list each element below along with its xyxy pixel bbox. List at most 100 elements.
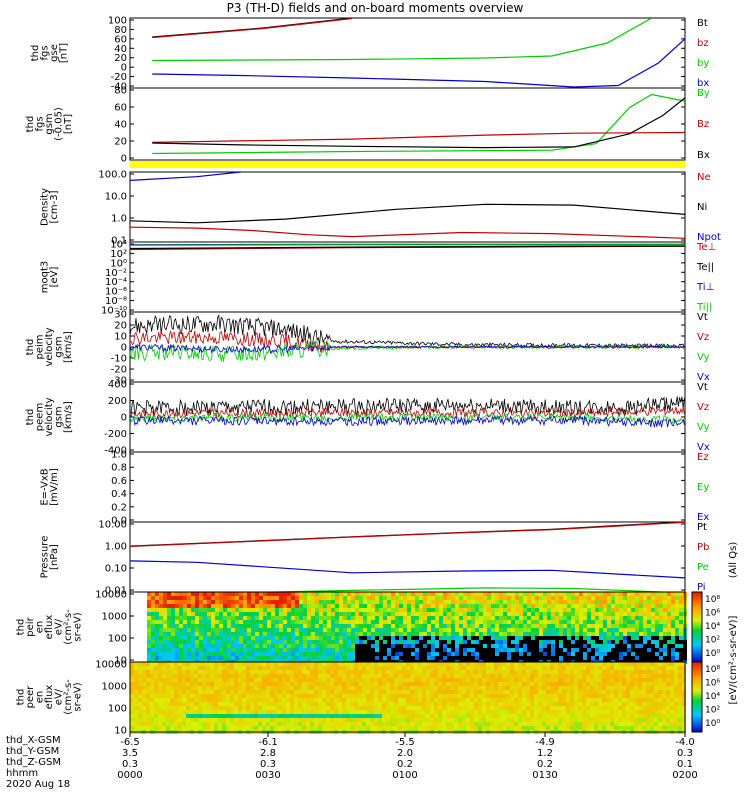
heatmap-cell (614, 710, 618, 714)
heatmap-cell (566, 702, 570, 706)
heatmap-cell (342, 678, 346, 682)
heatmap-cell (294, 710, 298, 714)
heatmap-cell (367, 636, 371, 640)
heatmap-cell (351, 624, 355, 628)
heatmap-cell (215, 592, 219, 596)
heatmap-cell (606, 726, 610, 730)
heatmap-cell (291, 652, 295, 656)
heatmap-cell (182, 674, 186, 678)
heatmap-cell (191, 636, 195, 640)
heatmap-cell (303, 600, 307, 604)
heatmap-cell (266, 674, 270, 678)
heatmap-cell (387, 592, 391, 596)
heatmap-cell (362, 690, 366, 694)
heatmap-cell (610, 726, 614, 730)
heatmap-cell (579, 648, 583, 652)
heatmap-cell (570, 694, 574, 698)
heatmap-cell (623, 652, 627, 656)
heatmap-cell (311, 616, 315, 620)
heatmap-cell (190, 674, 194, 678)
heatmap-cell (550, 670, 554, 674)
heatmap-cell (286, 706, 290, 710)
ylabel-line: [km/s] (63, 331, 74, 363)
heatmap-cell (675, 648, 679, 652)
heatmap-cell (535, 656, 539, 660)
heatmap-cell (490, 678, 494, 682)
heatmap-cell (187, 620, 191, 624)
heatmap-cell (291, 636, 295, 640)
heatmap-cell (187, 624, 191, 628)
heatmap-cell (671, 640, 675, 644)
heatmap-cell (647, 632, 651, 636)
heatmap-cell (359, 636, 363, 640)
heatmap-cell (354, 722, 358, 726)
heatmap-cell (295, 652, 299, 656)
heatmap-cell (171, 620, 175, 624)
heatmap-cell (335, 620, 339, 624)
heatmap-cell (574, 714, 578, 718)
heatmap-cell (399, 648, 403, 652)
heatmap-cell (175, 612, 179, 616)
heatmap-cell (319, 596, 323, 600)
heatmap-cell (470, 726, 474, 730)
heatmap-cell (250, 670, 254, 674)
heatmap-cell (578, 706, 582, 710)
heatmap-cell (470, 710, 474, 714)
heatmap-cell (655, 600, 659, 604)
heatmap-cell (150, 726, 154, 730)
heatmap-cell (483, 648, 487, 652)
heatmap-cell (671, 592, 675, 596)
ytick-label: -200 (104, 429, 127, 440)
heatmap-cell (250, 662, 254, 666)
heatmap-cell (518, 702, 522, 706)
heatmap-cell (214, 662, 218, 666)
heatmap-cell (594, 674, 598, 678)
colorbar-step (692, 660, 702, 662)
heatmap-cell (411, 632, 415, 636)
heatmap-cell (383, 636, 387, 640)
heatmap-cell (430, 718, 434, 722)
heatmap-cell (527, 652, 531, 656)
heatmap-cell (203, 600, 207, 604)
heatmap-cell (150, 714, 154, 718)
heatmap-cell (235, 648, 239, 652)
heatmap-cell (155, 604, 159, 608)
heatmap-cell (442, 714, 446, 718)
heatmap-cell (202, 690, 206, 694)
heatmap-cell (455, 608, 459, 612)
heatmap-cell (591, 620, 595, 624)
heatmap-cell (607, 640, 611, 644)
heatmap-cell (559, 636, 563, 640)
heatmap-cell (195, 640, 199, 644)
heatmap-cell (394, 702, 398, 706)
heatmap-cell (427, 616, 431, 620)
heatmap-cell (474, 722, 478, 726)
heatmap-cell (562, 666, 566, 670)
heatmap-cell (555, 620, 559, 624)
heatmap-cell (311, 612, 315, 616)
heatmap-cell (342, 706, 346, 710)
heatmap-cell (338, 686, 342, 690)
heatmap-cell (354, 666, 358, 670)
heatmap-cell (451, 592, 455, 596)
heatmap-cell (199, 648, 203, 652)
heatmap-cell (154, 690, 158, 694)
heatmap-cell (182, 710, 186, 714)
heatmap-cell (598, 718, 602, 722)
heatmap-cell (167, 604, 171, 608)
heatmap-cell (574, 722, 578, 726)
heatmap-cell (383, 612, 387, 616)
heatmap-cell (534, 690, 538, 694)
heatmap-cell (358, 682, 362, 686)
heatmap-cell (418, 718, 422, 722)
heatmap-cell (450, 698, 454, 702)
heatmap-cell (534, 694, 538, 698)
heatmap-cell (370, 714, 374, 718)
heatmap-cell (346, 722, 350, 726)
heatmap-cell (191, 600, 195, 604)
heatmap-cell (599, 616, 603, 620)
heatmap-cell (242, 694, 246, 698)
colorbar-step (692, 651, 702, 653)
heatmap-cell (563, 648, 567, 652)
heatmap-cell (234, 726, 238, 730)
